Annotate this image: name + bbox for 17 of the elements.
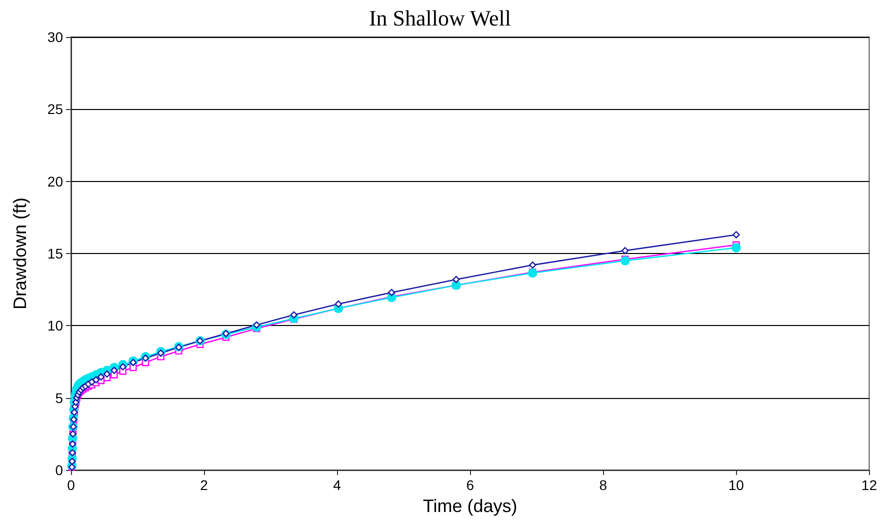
- y-tick-label: 0: [55, 462, 64, 478]
- y-axis-title: Drawdown (ft): [10, 197, 30, 310]
- x-tick-label: 10: [728, 477, 744, 493]
- y-tick-label: 5: [55, 390, 64, 406]
- x-tick-label: 12: [861, 477, 878, 493]
- chart-title: In Shallow Well: [368, 6, 512, 30]
- x-tick-label: 2: [200, 477, 208, 493]
- y-tick-label: 20: [47, 173, 64, 190]
- y-tick-label: 30: [47, 29, 64, 45]
- x-tick-label: 8: [599, 477, 608, 493]
- x-tick-label: 4: [333, 477, 342, 493]
- y-tick-label: 10: [47, 318, 64, 334]
- y-tick-label: 25: [47, 101, 64, 118]
- x-axis-title: Time (days): [422, 496, 518, 516]
- x-tick-label: 6: [466, 477, 474, 493]
- y-tick-label: 15: [47, 246, 64, 262]
- x-tick-label: 0: [67, 477, 76, 493]
